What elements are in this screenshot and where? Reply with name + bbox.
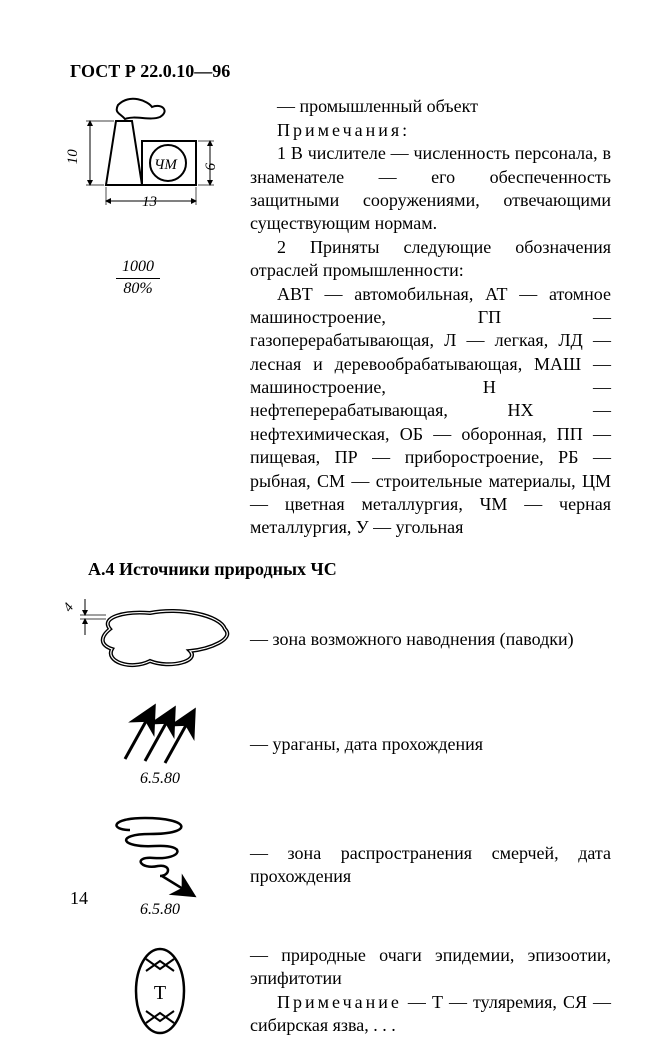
epidemic-text: — природные очаги эпидемии, эпизоотии, э… bbox=[250, 944, 611, 991]
tornado-date: 6.5.80 bbox=[140, 900, 180, 921]
section-title: А.4 Источники природных ЧС bbox=[88, 558, 611, 581]
hurricane-text: — ураганы, дата прохождения bbox=[250, 733, 611, 756]
tornado-text: — зона распространения смерчей, дата про… bbox=[250, 842, 611, 889]
epidemic-row: Т — природные очаги эпидемии, эпизоотии,… bbox=[70, 941, 611, 1041]
hurricane-icon-col: 6.5.80 bbox=[70, 699, 250, 790]
flood-text: — зона возможного наводнения (паводки) bbox=[250, 628, 611, 651]
epidemic-icon: Т bbox=[120, 941, 200, 1041]
hurricane-row: 6.5.80 — ураганы, дата прохождения bbox=[70, 699, 611, 790]
dim-height: 10 bbox=[64, 150, 84, 165]
tornado-row: 6.5.80 — зона распространения смерчей, д… bbox=[70, 810, 611, 921]
factory-p1: 1 В числителе — численность персонала, в… bbox=[250, 142, 611, 236]
factory-icon-col: 10 13 6 ЧМ 1000 80% bbox=[70, 95, 250, 539]
factory-circle-label: ЧМ bbox=[154, 156, 177, 176]
fraction-bottom: 80% bbox=[123, 280, 152, 297]
hurricane-date: 6.5.80 bbox=[140, 769, 180, 790]
factory-fraction: 1000 80% bbox=[116, 257, 160, 300]
factory-note-word: Примечания: bbox=[250, 119, 611, 142]
epidemic-icon-col: Т bbox=[70, 941, 250, 1041]
epidemic-letter-svg: Т bbox=[154, 982, 166, 1004]
flood-row: 4 — зона возможного наводнения (паводки) bbox=[70, 599, 611, 679]
tornado-icon bbox=[100, 810, 220, 900]
factory-text: — промышленный объект Примечания: 1 В чи… bbox=[250, 95, 611, 539]
page-number: 14 bbox=[70, 887, 88, 910]
factory-row: 10 13 6 ЧМ 1000 80% — промышленный объек… bbox=[70, 95, 611, 539]
tornado-icon-col: 6.5.80 bbox=[70, 810, 250, 921]
factory-line1: — промышленный объект bbox=[250, 95, 611, 118]
dim-building: 6 bbox=[202, 163, 222, 171]
document-page: ГОСТ Р 22.0.10—96 bbox=[0, 0, 661, 935]
epidemic-note: Примечание — Т — туляремия, СЯ — сибирск… bbox=[250, 991, 611, 1038]
epidemic-text-col: — природные очаги эпидемии, эпизоотии, э… bbox=[250, 944, 611, 1038]
dim-width: 13 bbox=[142, 193, 157, 213]
hurricane-icon bbox=[100, 699, 220, 769]
factory-abbrev: АВТ — автомобильная, АТ — атомное машино… bbox=[250, 283, 611, 540]
flood-icon bbox=[70, 599, 240, 679]
factory-p2: 2 Приняты следующие обозначения отраслей… bbox=[250, 236, 611, 283]
flood-icon-col: 4 bbox=[70, 599, 250, 679]
fraction-top: 1000 bbox=[116, 257, 160, 279]
document-header: ГОСТ Р 22.0.10—96 bbox=[70, 60, 611, 83]
